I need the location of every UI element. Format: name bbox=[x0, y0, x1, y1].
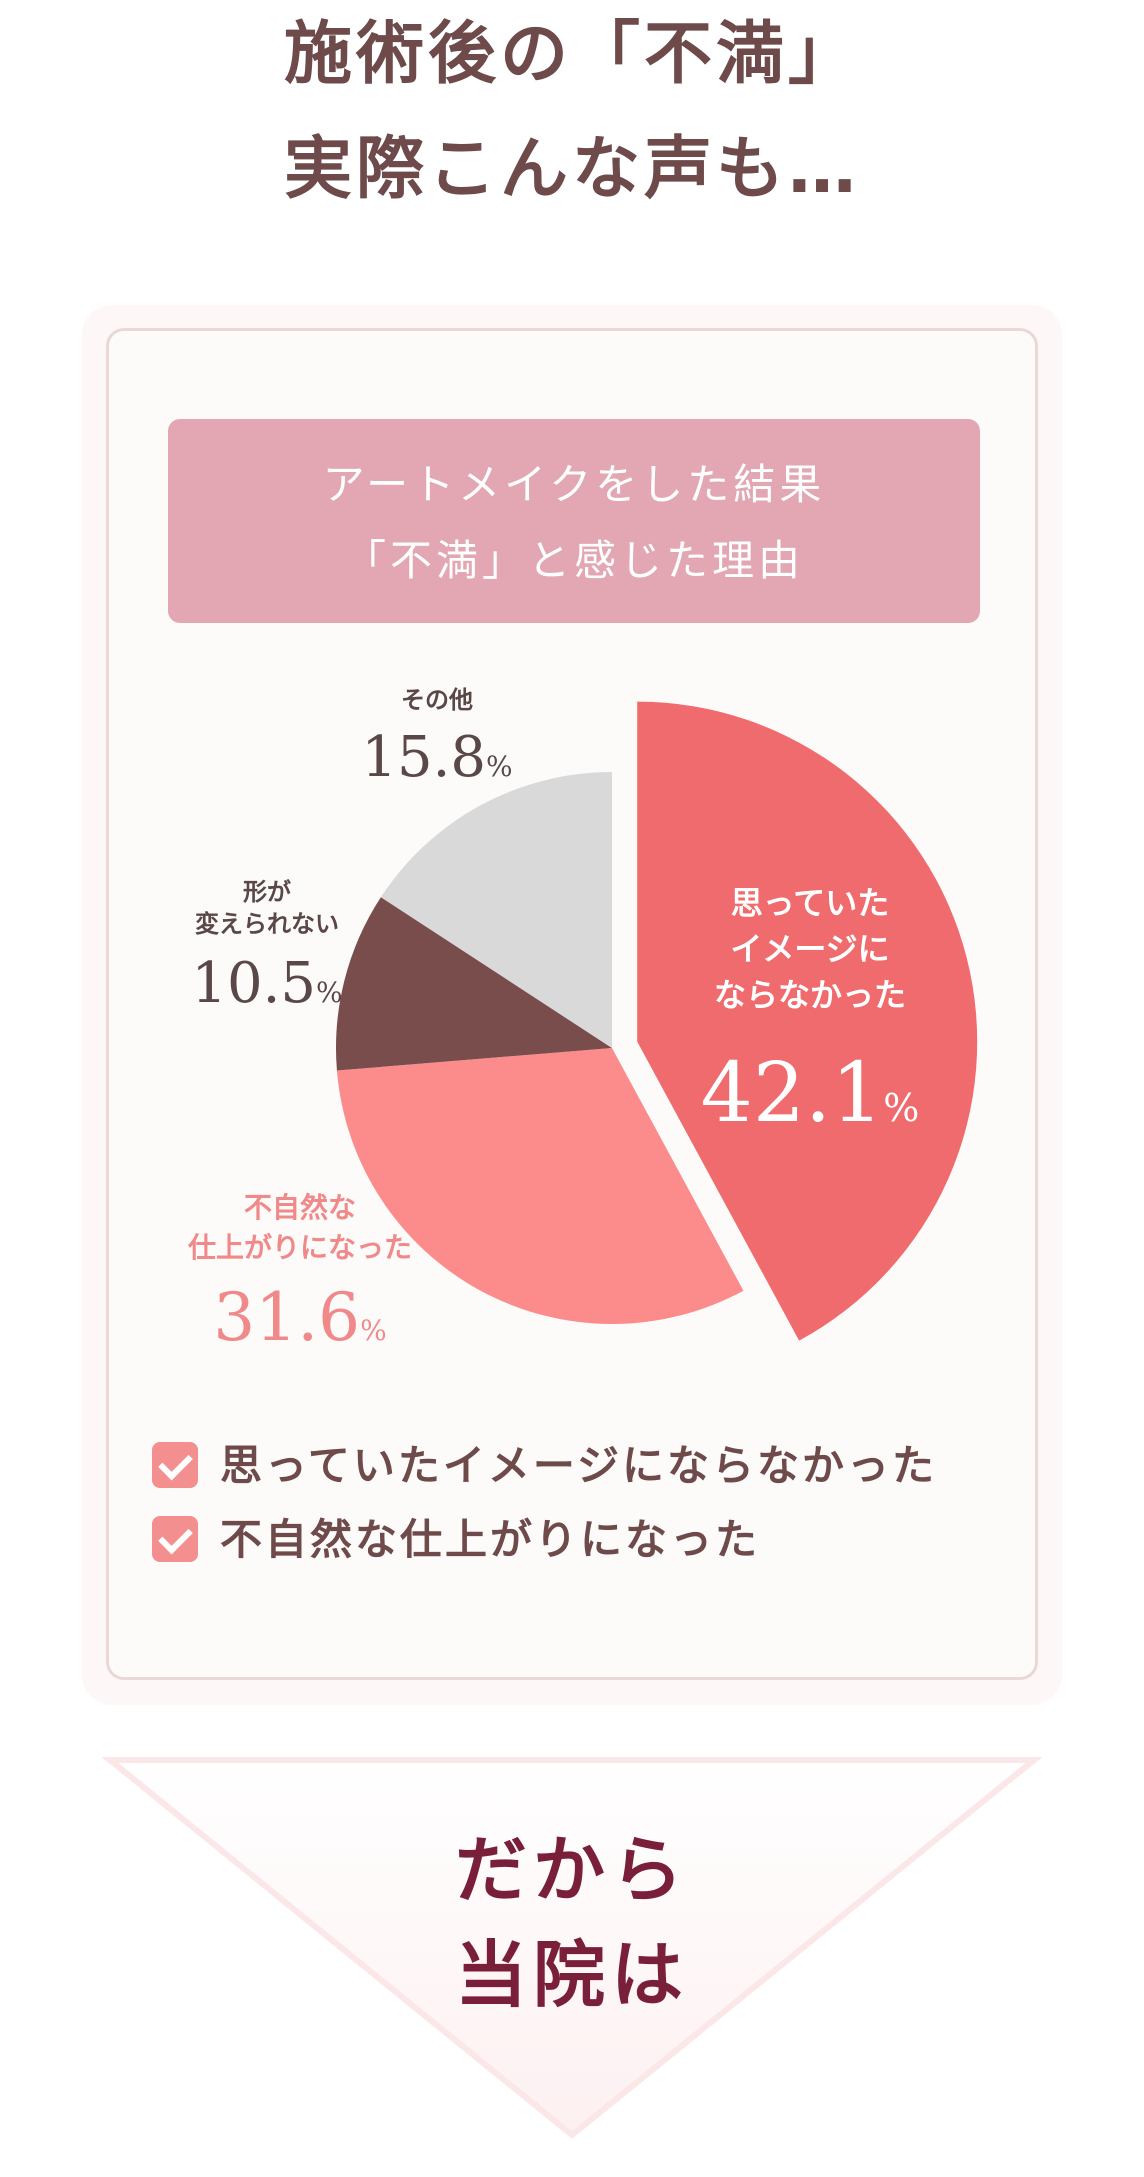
slice-category: 仕上がりになった bbox=[187, 1231, 412, 1264]
chart-subtitle: 「不満」と感じた理由 bbox=[343, 536, 804, 585]
slice-value: 10.5% bbox=[191, 951, 343, 1016]
slice-category: 不自然な bbox=[243, 1191, 356, 1224]
down-arrow-shape bbox=[101, 1757, 1043, 2139]
slice-category: 思っていた bbox=[730, 884, 890, 922]
checklist-text: 思っていたイメージにならなかった bbox=[220, 1441, 938, 1490]
pie-slice-unnatural-finish bbox=[336, 1048, 744, 1324]
conclusion-line-2: 当院は bbox=[454, 1933, 689, 2017]
slice-category: その他 bbox=[401, 686, 473, 714]
slice-category: ならなかった bbox=[713, 976, 906, 1014]
checklist-text: 不自然な仕上がりになった bbox=[220, 1515, 761, 1564]
pie-slice-other bbox=[380, 772, 612, 1048]
slice-label-unnatural-finish: 不自然な 仕上がりになった 31.6% bbox=[150, 1188, 450, 1373]
chart-title: アートメイクをした結果 bbox=[322, 460, 826, 509]
pie-slice-shape-unchangeable bbox=[336, 897, 612, 1071]
slice-label-other: その他 15.8% bbox=[352, 684, 522, 803]
slice-value: 15.8% bbox=[361, 725, 513, 790]
slice-category: イメージに bbox=[730, 930, 890, 968]
slice-value: 31.6% bbox=[213, 1279, 387, 1356]
slice-value: 42.1% bbox=[700, 1046, 920, 1141]
conclusion-line-1: だから bbox=[454, 1828, 689, 1912]
slice-label-shape-unchangeable: 形が 変えられない 10.5% bbox=[162, 876, 372, 1029]
pie-slice-image-mismatch bbox=[637, 701, 978, 1341]
headline-line-2: 実際こんな声も… bbox=[283, 130, 860, 209]
slice-category: 変えられない bbox=[195, 910, 339, 938]
headline-line-1: 施術後の「不満」 bbox=[283, 15, 860, 94]
checkbox-checked-icon bbox=[152, 1516, 198, 1562]
chart-title-band: アートメイクをした結果 「不満」と感じた理由 bbox=[168, 419, 980, 623]
checkbox-checked-icon bbox=[152, 1442, 198, 1488]
slice-label-image-mismatch: 思っていた イメージに ならなかった 42.1% bbox=[680, 880, 940, 1158]
slice-category: 形が bbox=[243, 878, 291, 906]
